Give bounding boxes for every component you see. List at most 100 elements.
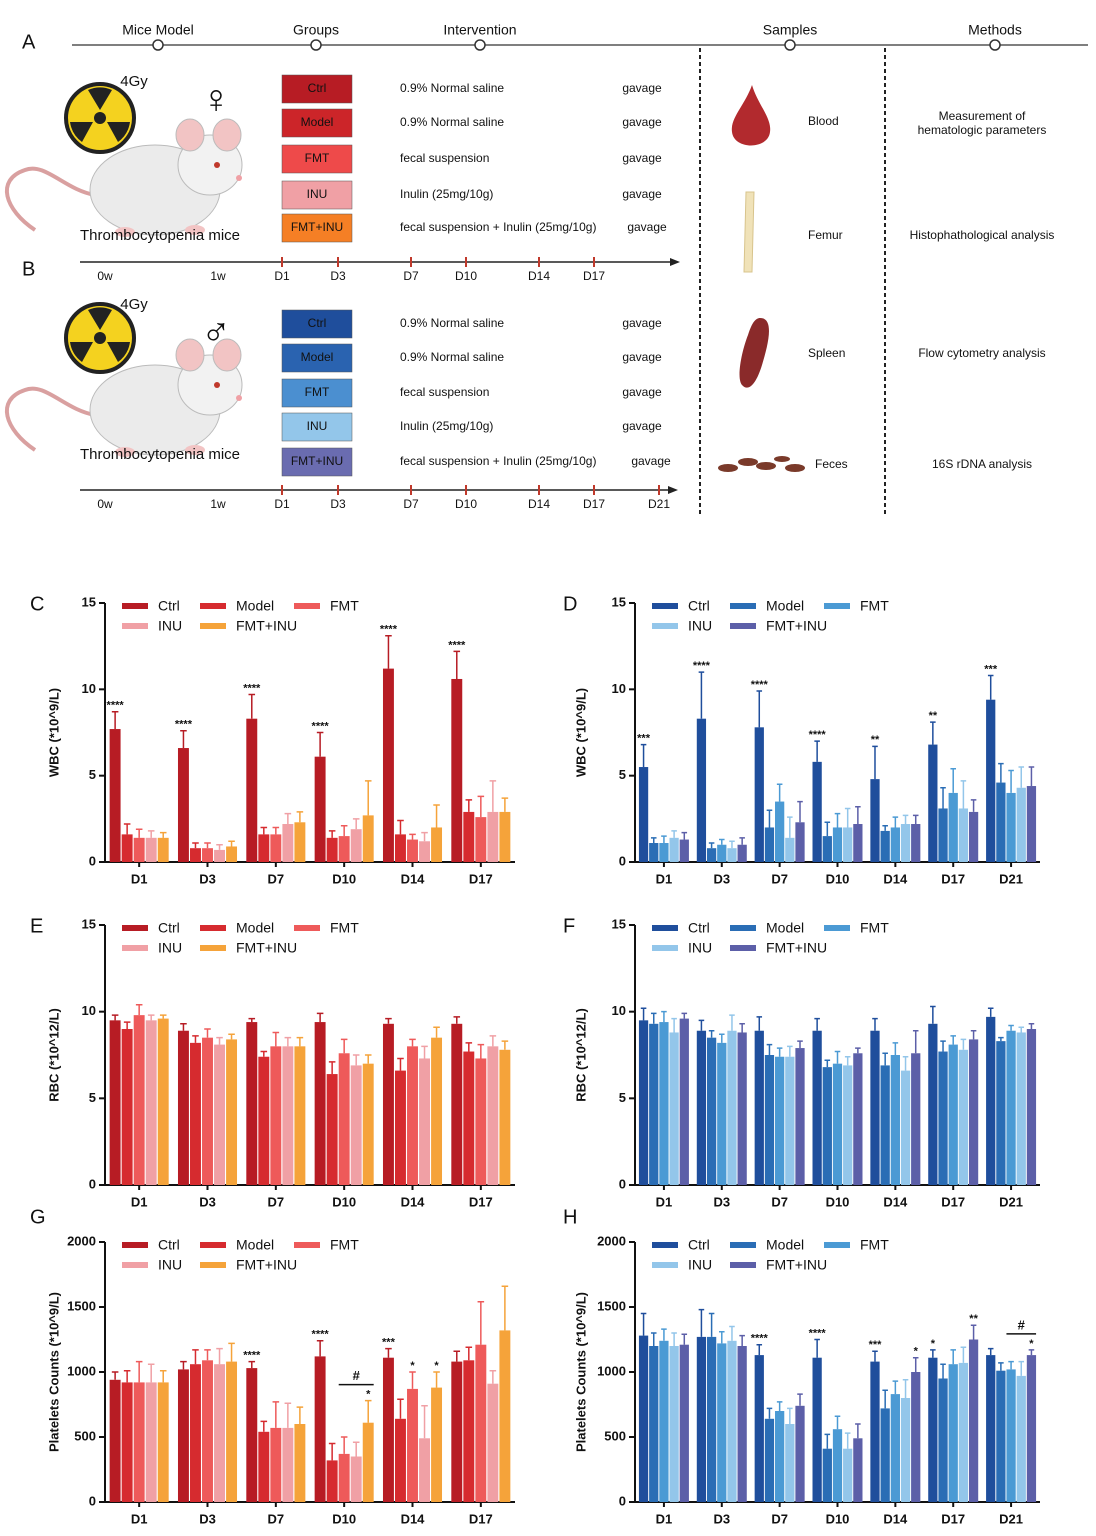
significance: **** — [107, 700, 125, 712]
legend-label: FMT+INU — [766, 618, 827, 634]
bar — [986, 1016, 996, 1185]
route: gavage — [622, 81, 662, 95]
y-tick-label: 15 — [612, 594, 626, 609]
error-bar — [844, 1055, 851, 1066]
error-bar — [216, 843, 223, 850]
legend-swatch — [294, 925, 320, 931]
significance: *** — [637, 732, 651, 744]
error-bar — [123, 1369, 131, 1383]
bar — [338, 1453, 350, 1502]
significance: **** — [312, 720, 330, 732]
y-tick-label: 5 — [89, 1090, 96, 1105]
x-tick-label: D7 — [771, 1194, 788, 1209]
group-label: Ctrl — [308, 81, 327, 95]
error-bar — [352, 1441, 360, 1457]
y-tick-label: 15 — [82, 594, 96, 609]
bar — [853, 824, 863, 862]
error-bar — [316, 1012, 324, 1023]
significance: **** — [380, 624, 398, 636]
legend-label: FMT — [330, 1237, 359, 1253]
error-bar — [328, 1061, 336, 1075]
panel-label: C — [30, 593, 44, 615]
legend-label: Ctrl — [688, 1237, 710, 1253]
bar — [294, 1046, 306, 1185]
x-tick-label: D3 — [713, 871, 730, 886]
method: 16S rDNA analysis — [931, 457, 1033, 471]
timeline-label: D10 — [455, 497, 477, 511]
bar — [669, 1032, 679, 1185]
legend-label: Ctrl — [688, 598, 710, 614]
bar — [157, 837, 169, 862]
legend-label: FMT+INU — [766, 1257, 827, 1273]
bar — [350, 829, 362, 862]
bar — [214, 1044, 225, 1185]
bar — [338, 1053, 350, 1185]
error-bar — [340, 824, 348, 837]
y-tick-label: 1500 — [597, 1298, 626, 1313]
legend-swatch — [122, 603, 148, 609]
bar — [659, 1340, 669, 1502]
error-bar — [844, 807, 851, 828]
error-bar — [328, 1442, 336, 1461]
error-bar — [698, 1019, 705, 1031]
error-bar — [797, 1393, 803, 1406]
bar — [948, 1364, 958, 1502]
error-bar — [284, 1402, 292, 1428]
y-tick-label: 1000 — [597, 1363, 626, 1378]
bar — [451, 1023, 463, 1185]
error-bar — [756, 690, 763, 728]
error-bar — [719, 1330, 725, 1344]
group-label: FMT — [305, 151, 330, 165]
error-bar — [397, 1057, 404, 1071]
intervention: 0.9% Normal saline — [400, 81, 504, 95]
bar — [737, 1032, 747, 1185]
legend-swatch — [730, 1242, 756, 1248]
significance: **** — [243, 1350, 261, 1362]
stage-node — [784, 39, 796, 51]
stage-node — [474, 39, 486, 51]
bar — [754, 1355, 764, 1502]
error-bar — [776, 1401, 783, 1411]
error-bar — [489, 780, 497, 812]
bar — [350, 1456, 362, 1502]
bar — [696, 1336, 707, 1502]
legend-label: INU — [158, 1257, 182, 1273]
error-bar — [180, 1023, 187, 1031]
error-bar — [272, 1031, 280, 1047]
legend-label: Model — [236, 1237, 274, 1253]
femur-icon — [743, 191, 755, 273]
error-bar — [135, 828, 143, 838]
error-bar — [228, 840, 235, 847]
error-bar — [260, 1050, 268, 1057]
legend-swatch — [294, 1242, 320, 1248]
error-bar — [123, 1021, 131, 1029]
error-bar — [421, 1045, 428, 1059]
error-bar — [135, 1003, 143, 1016]
bar — [706, 1037, 717, 1185]
bar — [928, 1023, 938, 1185]
x-tick-label: D7 — [771, 1511, 788, 1526]
significance: ** — [969, 1313, 978, 1325]
error-bar — [640, 1007, 647, 1021]
x-tick-label: D1 — [656, 1511, 673, 1526]
timeline-label: D7 — [403, 497, 419, 511]
legend-label: FMT+INU — [766, 940, 827, 956]
error-bar — [385, 635, 392, 669]
bar — [900, 824, 911, 862]
bar — [109, 1379, 121, 1502]
error-bar — [159, 831, 167, 838]
x-tick-label: D7 — [268, 1511, 285, 1526]
legend-swatch — [122, 1262, 148, 1268]
error-bar — [998, 1036, 1004, 1042]
error-bar — [970, 1324, 977, 1340]
bar — [958, 1049, 969, 1185]
error-bar — [776, 783, 783, 802]
sex-symbol: ♀ — [201, 78, 231, 122]
bar — [669, 837, 679, 862]
error-bar — [477, 1043, 485, 1059]
error-bar — [960, 1346, 967, 1363]
error-bar — [834, 812, 841, 828]
legend-label: INU — [158, 940, 182, 956]
bar — [190, 1364, 201, 1502]
